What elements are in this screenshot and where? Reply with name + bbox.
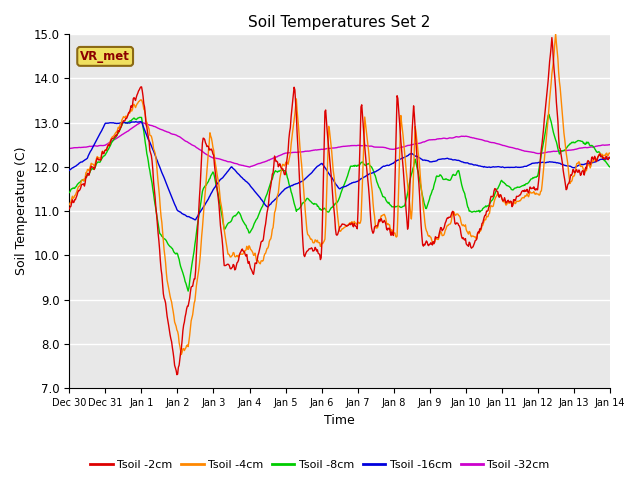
Text: VR_met: VR_met (80, 50, 130, 63)
X-axis label: Time: Time (324, 414, 355, 427)
Legend: Tsoil -2cm, Tsoil -4cm, Tsoil -8cm, Tsoil -16cm, Tsoil -32cm: Tsoil -2cm, Tsoil -4cm, Tsoil -8cm, Tsoi… (86, 456, 554, 474)
Y-axis label: Soil Temperature (C): Soil Temperature (C) (15, 147, 28, 276)
Title: Soil Temperatures Set 2: Soil Temperatures Set 2 (248, 15, 431, 30)
